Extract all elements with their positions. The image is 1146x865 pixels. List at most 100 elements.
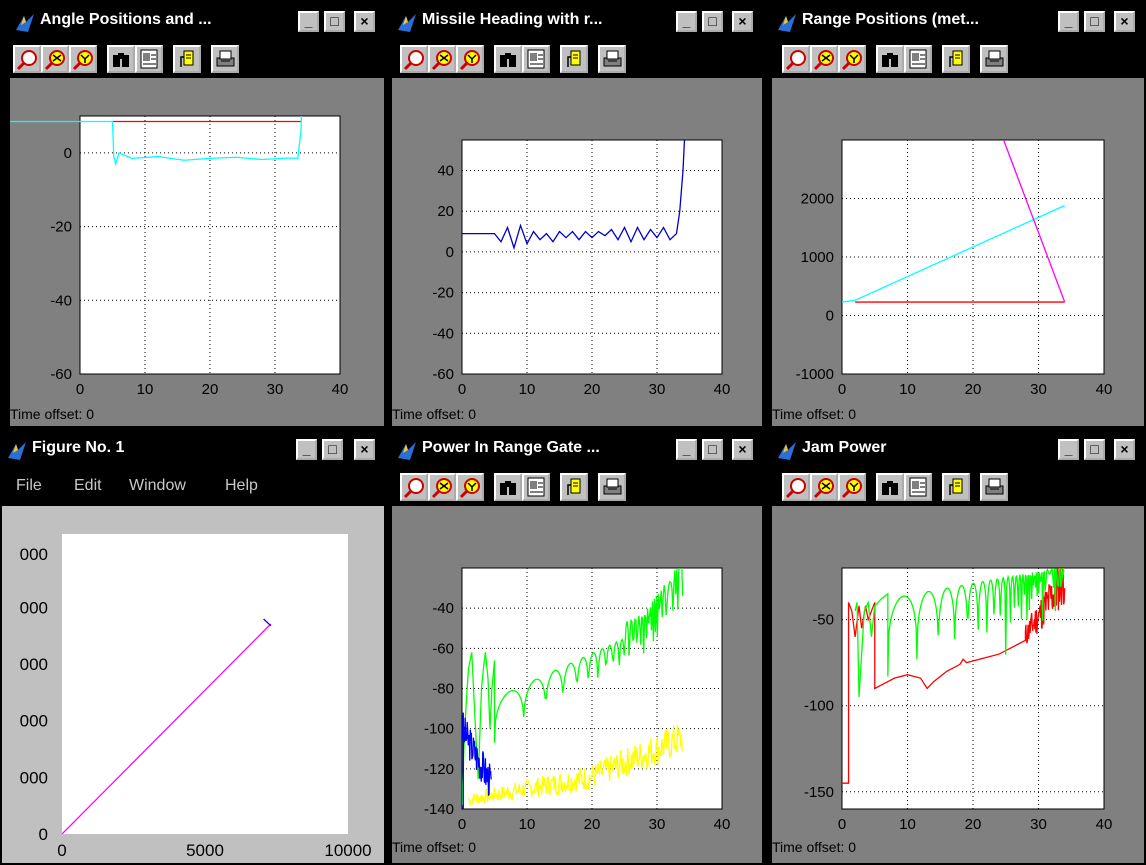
zoom-x-icon[interactable] <box>428 473 456 501</box>
close-button[interactable]: × <box>732 439 753 460</box>
binoculars-icon[interactable] <box>494 473 522 501</box>
maximize-button[interactable]: □ <box>324 11 345 32</box>
y-tick-label: 0 <box>64 145 72 162</box>
close-button[interactable]: × <box>354 439 375 460</box>
zoom-in-icon[interactable] <box>13 45 41 73</box>
close-button[interactable]: × <box>1114 439 1135 460</box>
plot-area: 0 10 20 30 40 40 20 0 -20 -40 -60 Time offset: 0 <box>392 78 762 426</box>
series-line-0 <box>462 140 686 251</box>
title-bar[interactable]: Jam Power _ □ × <box>772 434 1144 468</box>
axes-properties-icon[interactable] <box>522 45 550 73</box>
plot-area: 0 10 20 30 40 -40 -60 -80 -100 -120 -140 Time offs… <box>392 506 762 863</box>
x-tick-label: 0 <box>838 381 846 398</box>
print-icon[interactable] <box>598 473 626 501</box>
print-icon[interactable] <box>980 473 1008 501</box>
print-icon[interactable] <box>211 45 239 73</box>
minimize-button[interactable]: _ <box>676 439 697 460</box>
title-bar[interactable]: Missile Heading with r... _ □ × <box>392 6 762 40</box>
x-tick-label: 30 <box>1030 816 1047 833</box>
window-title: Figure No. 1 <box>32 439 125 456</box>
window-title: Jam Power <box>802 439 887 456</box>
zoom-in-icon[interactable] <box>782 473 810 501</box>
y-tick-label: 000 <box>20 712 48 731</box>
close-button[interactable]: × <box>354 11 375 32</box>
title-bar[interactable]: Angle Positions and ... _ □ × <box>10 6 384 40</box>
binoculars-icon[interactable] <box>494 45 522 73</box>
title-bar[interactable]: Range Positions (met... _ □ × <box>772 6 1144 40</box>
save-axes-icon[interactable] <box>173 45 201 73</box>
maximize-button[interactable]: □ <box>1084 439 1105 460</box>
zoom-x-icon[interactable] <box>810 45 838 73</box>
window-angle-positions[interactable]: Angle Positions and ... _ □ × 0 10 20 30 40 0… <box>8 4 386 428</box>
axes-properties-icon[interactable] <box>904 45 932 73</box>
menu-window[interactable]: Window <box>129 477 186 494</box>
y-tick-label: -40 <box>432 325 454 342</box>
binoculars-icon[interactable] <box>107 45 135 73</box>
plot-area: 0 10 20 30 40 -50 -100 -150 Time offset: 0 <box>772 506 1144 863</box>
save-axes-icon[interactable] <box>560 45 588 73</box>
window-title: Power In Range Gate ... <box>422 439 600 456</box>
x-tick-label: 20 <box>965 381 982 398</box>
angle-chart: 0 10 20 30 40 0 -20 -40 -60 <box>10 115 348 398</box>
window-figure-1[interactable]: Figure No. 1 _ □ × File Edit Window Help… <box>0 432 386 865</box>
zoom-y-icon[interactable] <box>838 45 866 73</box>
x-tick-label: 10 <box>899 816 916 833</box>
window-missile-heading[interactable]: Missile Heading with r... _ □ × 0 10 20 30 4… <box>390 4 764 428</box>
minimize-button[interactable]: _ <box>298 11 319 32</box>
y-tick-label: 000 <box>20 598 48 617</box>
window-range-positions[interactable]: Range Positions (met... _ □ × 0 10 20 30 40 2… <box>770 4 1146 428</box>
minimize-button[interactable]: _ <box>1058 439 1079 460</box>
binoculars-icon[interactable] <box>876 473 904 501</box>
maximize-button[interactable]: □ <box>702 11 723 32</box>
window-title: Range Positions (met... <box>802 11 979 28</box>
menu-file[interactable]: File <box>16 477 42 494</box>
zoom-y-icon[interactable] <box>838 473 866 501</box>
title-bar[interactable]: Figure No. 1 _ □ × <box>2 434 384 468</box>
print-icon[interactable] <box>980 45 1008 73</box>
x-tick-label: 0 <box>838 816 846 833</box>
maximize-button[interactable]: □ <box>702 439 723 460</box>
zoom-in-icon[interactable] <box>400 473 428 501</box>
zoom-in-icon[interactable] <box>782 45 810 73</box>
series-noise-power <box>467 724 683 807</box>
minimize-button[interactable]: _ <box>1058 11 1079 32</box>
menu-edit[interactable]: Edit <box>74 477 102 494</box>
matlab-logo-icon <box>16 14 34 32</box>
zoom-y-icon[interactable] <box>456 45 484 73</box>
minimize-button[interactable]: _ <box>296 439 317 460</box>
close-button[interactable]: × <box>732 11 753 32</box>
save-axes-icon[interactable] <box>942 473 970 501</box>
x-tick-label: 0 <box>76 381 84 398</box>
window-jam-power[interactable]: Jam Power _ □ × 0 10 20 30 40 -50 -100 -150 Tim… <box>770 432 1146 865</box>
zoom-x-icon[interactable] <box>428 45 456 73</box>
save-axes-icon[interactable] <box>942 45 970 73</box>
y-tick-label: -1000 <box>796 366 834 383</box>
maximize-button[interactable]: □ <box>322 439 343 460</box>
zoom-x-icon[interactable] <box>41 45 69 73</box>
zoom-y-icon[interactable] <box>69 45 97 73</box>
close-button[interactable]: × <box>1114 11 1135 32</box>
zoom-y-icon[interactable] <box>456 473 484 501</box>
y-tick-label: 1000 <box>801 249 834 266</box>
print-icon[interactable] <box>598 45 626 73</box>
menu-help[interactable]: Help <box>225 477 258 494</box>
save-axes-icon[interactable] <box>560 473 588 501</box>
axes-properties-icon[interactable] <box>135 45 163 73</box>
zoom-x-icon[interactable] <box>810 473 838 501</box>
binoculars-icon[interactable] <box>876 45 904 73</box>
y-tick-label: -20 <box>432 285 454 302</box>
menu-bar: File Edit Window Help <box>2 468 384 506</box>
y-tick-label: 40 <box>437 163 454 180</box>
window-power-in-range-gate[interactable]: Power In Range Gate ... _ □ × 0 10 20 30 40 -… <box>390 432 764 865</box>
axes-properties-icon[interactable] <box>904 473 932 501</box>
x-tick-label: 40 <box>714 816 731 833</box>
axes-properties-icon[interactable] <box>522 473 550 501</box>
title-bar[interactable]: Power In Range Gate ... _ □ × <box>392 434 762 468</box>
zoom-in-icon[interactable] <box>400 45 428 73</box>
x-tick-label: 30 <box>649 381 666 398</box>
maximize-button[interactable]: □ <box>1084 11 1105 32</box>
time-offset-label: Time offset: 0 <box>772 839 857 855</box>
toolbar <box>772 468 1144 506</box>
minimize-button[interactable]: _ <box>676 11 697 32</box>
